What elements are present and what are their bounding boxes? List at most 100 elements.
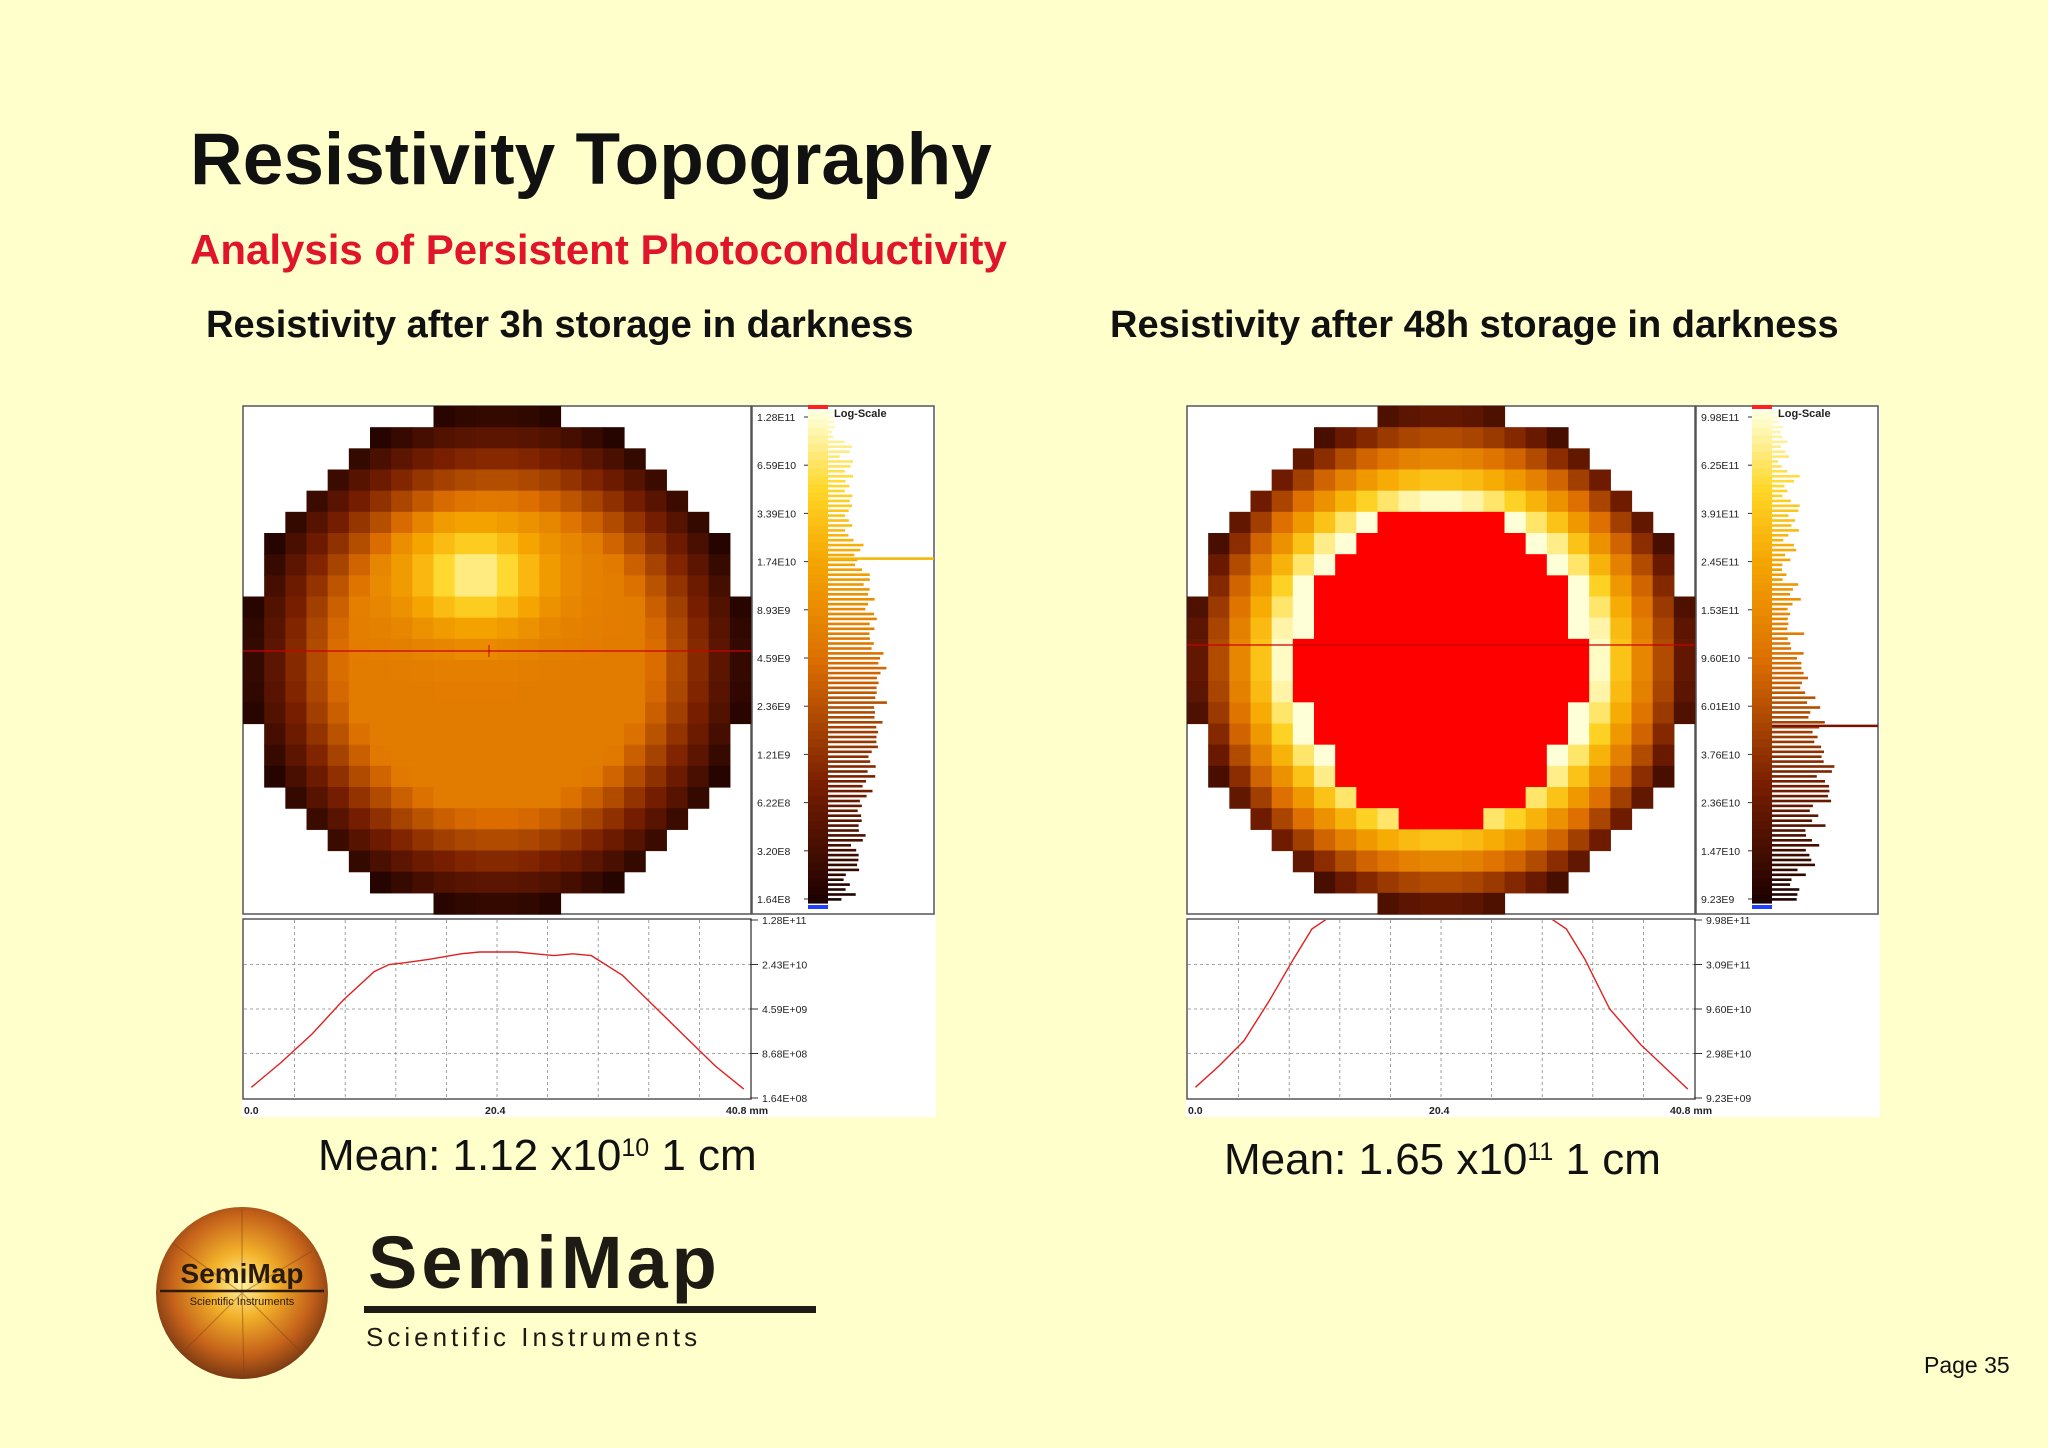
wafer-cell <box>1525 660 1548 682</box>
histogram-bar <box>828 740 877 744</box>
wafer-cell <box>497 533 519 555</box>
wafer-cell <box>1504 808 1527 830</box>
colorbar-segment <box>808 648 828 658</box>
wafer-cell <box>327 787 350 809</box>
wafer-cell <box>1441 787 1463 809</box>
histogram-bar <box>828 489 845 493</box>
wafer-cell <box>1229 723 1252 746</box>
wafer-cell <box>1546 681 1569 703</box>
histogram-bar <box>1772 435 1783 439</box>
x-tick-label: 40.8 mm <box>1670 1105 1712 1117</box>
colorbar-segment <box>808 427 828 437</box>
wafer-cell <box>433 723 456 746</box>
histogram-bar <box>828 415 834 419</box>
wafer-cell <box>518 406 540 428</box>
colorbar-segment <box>1752 624 1772 633</box>
wafer-cell <box>539 723 562 746</box>
wafer-cell <box>497 892 519 915</box>
wafer-cell <box>1462 660 1484 682</box>
colorbar-segment <box>1752 739 1772 748</box>
histogram-bar <box>1772 489 1788 493</box>
wafer-cell <box>497 829 519 852</box>
wafer-cell <box>327 744 350 767</box>
wafer-cell <box>454 744 477 767</box>
mean-unit: 1 cm <box>649 1131 757 1180</box>
wafer-cell <box>433 765 456 788</box>
histogram-bar <box>1772 676 1808 680</box>
wafer-cell <box>518 681 540 703</box>
wafer-cell <box>348 511 371 534</box>
histogram-bar <box>828 755 869 758</box>
histogram-bar <box>1772 844 1820 847</box>
wafer-cell <box>1335 448 1357 471</box>
wafer-cell <box>1525 871 1548 894</box>
colorbar-segment <box>1752 796 1772 806</box>
wafer-cell <box>1271 596 1294 619</box>
colorbar-tick-label: 9.60E10 <box>1701 653 1740 665</box>
wafer-cell <box>370 744 392 767</box>
wafer-cell <box>624 765 646 788</box>
wafer-cell <box>624 660 646 682</box>
wafer-cell <box>1292 702 1315 725</box>
wafer-cell <box>581 469 604 492</box>
wafer-cell <box>327 617 350 640</box>
wafer-cell <box>454 427 477 449</box>
wafer-cell <box>1546 744 1569 767</box>
wafer-cell <box>1568 469 1590 492</box>
wafer-cell <box>327 702 350 725</box>
histogram-bar <box>1772 598 1801 601</box>
colorbar-segment <box>1752 689 1772 699</box>
wafer-cell <box>1187 702 1209 725</box>
colorbar-tick-label: 1.21E9 <box>757 749 790 761</box>
wafer-cell <box>708 638 731 661</box>
wafer-cell <box>666 723 689 746</box>
colorbar-segment <box>808 796 828 806</box>
wafer-cell <box>1356 596 1379 619</box>
histogram-bar <box>1772 637 1788 640</box>
wafer-cell <box>539 469 562 492</box>
wafer-cell <box>1208 575 1230 598</box>
wafer-cell <box>1589 575 1611 598</box>
wafer-cell <box>1589 723 1611 746</box>
histogram-bar <box>1772 696 1816 699</box>
histogram-bar <box>828 745 878 749</box>
wafer-cell <box>497 871 519 894</box>
wafer-cell <box>539 850 562 873</box>
histogram-bar <box>828 558 858 562</box>
wafer-cell <box>497 511 519 534</box>
histogram-bar <box>828 499 850 503</box>
wafer-cell <box>1504 575 1527 598</box>
wafer-cell <box>243 638 265 661</box>
logo-disc-sub-text: Scientific Instruments <box>190 1296 295 1308</box>
profile-line <box>250 951 745 1090</box>
histogram-bar <box>828 440 845 444</box>
wafer-cell <box>1377 448 1400 471</box>
wafer-cell <box>1462 554 1484 576</box>
wafer-cell <box>581 575 604 598</box>
histogram-bar <box>828 898 842 901</box>
wafer-cell <box>1610 533 1633 555</box>
wafer-cell <box>1546 850 1569 873</box>
wafer-cell <box>475 765 498 788</box>
wafer-cell <box>433 554 456 576</box>
wafer-cell <box>497 660 519 682</box>
wafer-cell <box>1483 511 1506 534</box>
wafer-cell <box>666 765 689 788</box>
wafer-cell <box>1483 533 1506 555</box>
wafer-cell <box>539 808 562 830</box>
histogram-bar <box>828 509 849 512</box>
wafer-cell <box>518 617 540 640</box>
histogram-bar <box>1772 799 1832 803</box>
histogram-bar <box>1772 563 1783 567</box>
wafer-cell <box>1335 427 1357 449</box>
histogram-bar <box>828 784 863 788</box>
wafer-cell <box>1589 702 1611 725</box>
wafer-cell <box>1356 448 1379 471</box>
colorbar-segment <box>808 583 828 592</box>
colorbar-tick-label: 4.59E9 <box>757 653 790 665</box>
wafer-cell <box>1504 765 1527 788</box>
wafer-cell <box>1398 469 1421 492</box>
wafer-cell <box>1335 490 1357 513</box>
wafer-cell <box>708 575 731 598</box>
wafer-cell <box>1441 638 1463 661</box>
